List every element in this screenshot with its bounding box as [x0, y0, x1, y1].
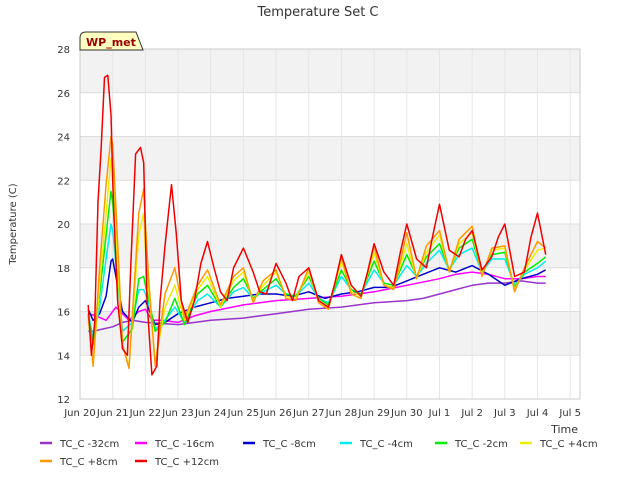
legend-label: TC_C +12cm [154, 457, 219, 468]
x-tick-label: Jun 20 [63, 408, 96, 419]
plot-band [80, 180, 580, 224]
x-tick-label: Jul 4 [526, 408, 549, 419]
legend-label: TC_C -4cm [359, 439, 413, 450]
x-tick-label: Jun 24 [194, 408, 227, 419]
legend-label: TC_C +8cm [59, 457, 118, 468]
y-tick-label: 26 [57, 89, 70, 100]
legend-label: TC_C +4cm [539, 439, 598, 450]
legend-label: TC_C -16cm [154, 439, 214, 450]
x-axis-ticks: Jun 20 Jun 21 Jun 22 Jun 23 Jun 24 Jun 25 Jun … [63, 408, 581, 419]
chart-title: Temperature Set C [256, 5, 378, 20]
y-tick-label: 14 [57, 351, 70, 362]
y-axis-ticks: 12 14 16 18 20 22 24 26 28 [57, 45, 70, 406]
plot-band [80, 49, 580, 93]
x-tick-label: Jun 27 [292, 408, 325, 419]
x-tick-label: Jul 3 [493, 408, 516, 419]
y-tick-label: 28 [57, 45, 70, 56]
legend-label: TC_C -32cm [59, 439, 119, 450]
legend-label: TC_C -2cm [454, 439, 508, 450]
series-line [87, 74, 547, 376]
station-badge-label: WP_met [86, 36, 136, 49]
plot-band [80, 92, 580, 137]
x-tick-label: Jul 5 [558, 408, 581, 419]
x-tick-label: Jun 26 [259, 408, 292, 419]
plot-background [80, 49, 580, 399]
x-tick-label: Jun 23 [161, 408, 194, 419]
x-tick-label: Jun 30 [390, 408, 423, 419]
y-tick-label: 20 [57, 220, 70, 231]
x-axis-label: Time [550, 423, 578, 436]
series-line [87, 135, 547, 370]
x-tick-label: Jun 29 [357, 408, 390, 419]
plot-band [80, 355, 580, 399]
x-tick-label: Jul 1 [428, 408, 451, 419]
x-tick-label: Jun 22 [129, 408, 162, 419]
x-tick-label: Jun 21 [96, 408, 129, 419]
legend: TC_C -32cm TC_C -16cm TC_C -8cm TC_C -4cm TC… [40, 439, 598, 468]
y-tick-label: 18 [57, 264, 70, 275]
y-tick-label: 24 [57, 133, 70, 144]
y-tick-label: 22 [57, 176, 70, 187]
y-tick-label: 16 [57, 308, 70, 319]
series-lines [87, 74, 547, 376]
x-tick-label: Jun 28 [325, 408, 358, 419]
legend-label: TC_C -8cm [262, 439, 316, 450]
plot-frame [79, 48, 581, 400]
y-tick-label: 12 [57, 395, 70, 406]
plot-band [80, 136, 580, 181]
y-axis-label: Temperature (C) [8, 183, 19, 265]
station-badge: WP_met [79, 31, 144, 51]
x-tick-label: Jul 2 [460, 408, 483, 419]
x-tick-label: Jun 25 [227, 408, 260, 419]
